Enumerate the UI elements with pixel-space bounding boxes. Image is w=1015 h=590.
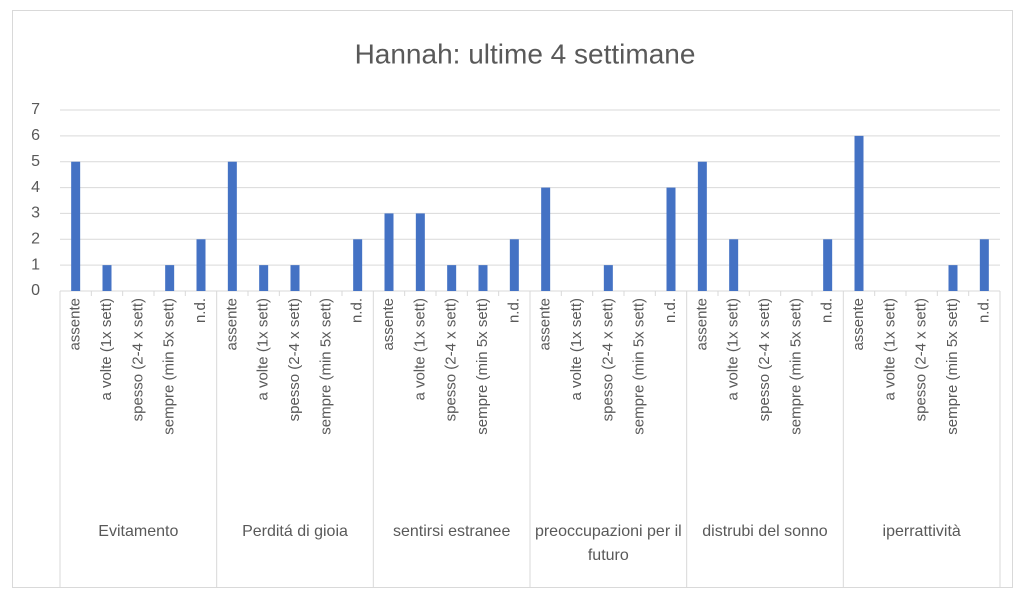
x-tick-label: a volte (1x sett) bbox=[411, 298, 428, 401]
bar bbox=[102, 265, 112, 291]
group-label: iperrattività bbox=[882, 523, 961, 540]
x-tick-label: spesso (2-4 x sett) bbox=[286, 298, 303, 421]
x-tick-label: a volte (1x sett) bbox=[725, 298, 742, 401]
x-tick-label: a volte (1x sett) bbox=[881, 298, 898, 401]
x-tick-label: assente bbox=[850, 298, 867, 351]
bar bbox=[729, 239, 739, 291]
bar bbox=[823, 239, 833, 291]
x-tick-label: assente bbox=[67, 298, 84, 351]
bar bbox=[603, 265, 613, 291]
bar bbox=[948, 265, 958, 291]
bar bbox=[854, 135, 864, 291]
x-tick-label: assente bbox=[380, 298, 397, 351]
x-tick-label: a volte (1x sett) bbox=[568, 298, 585, 401]
x-tick-label: spesso (2-4 x sett) bbox=[129, 298, 146, 421]
x-tick-label: sempre (min 5x sett) bbox=[631, 298, 648, 435]
x-tick-label: spesso (2-4 x sett) bbox=[756, 298, 773, 421]
y-tick-label: 5 bbox=[31, 153, 40, 170]
bar bbox=[697, 161, 707, 291]
x-tick-label: n.d. bbox=[192, 298, 209, 323]
group-label: Perditá di gioia bbox=[242, 523, 348, 540]
x-tick-label: a volte (1x sett) bbox=[98, 298, 115, 401]
y-tick-label: 6 bbox=[31, 127, 40, 144]
bar bbox=[196, 239, 206, 291]
bar bbox=[415, 213, 425, 291]
x-tick-label: n.d. bbox=[662, 298, 679, 323]
x-tick-label: n.d. bbox=[975, 298, 992, 323]
y-tick-label: 4 bbox=[31, 179, 40, 196]
bar bbox=[478, 265, 488, 291]
y-tick-label: 0 bbox=[31, 282, 40, 299]
chart-border bbox=[12, 10, 1013, 588]
x-tick-label: n.d. bbox=[819, 298, 836, 323]
x-tick-label: assente bbox=[693, 298, 710, 351]
bar bbox=[165, 265, 175, 291]
x-tick-label: sempre (min 5x sett) bbox=[317, 298, 334, 435]
y-tick-label: 1 bbox=[31, 256, 40, 273]
y-tick-label: 2 bbox=[31, 231, 40, 248]
bar bbox=[353, 239, 363, 291]
x-tick-label: n.d. bbox=[349, 298, 366, 323]
x-tick-label: spesso (2-4 x sett) bbox=[443, 298, 460, 421]
bar bbox=[541, 187, 551, 291]
group-label: Evitamento bbox=[98, 523, 179, 540]
x-tick-label: n.d. bbox=[505, 298, 522, 323]
bar bbox=[666, 187, 676, 291]
x-tick-label: assente bbox=[223, 298, 240, 351]
group-label: sentirsi estranee bbox=[392, 523, 511, 540]
x-tick-label: spesso (2-4 x sett) bbox=[913, 298, 930, 421]
x-tick-label: sempre (min 5x sett) bbox=[474, 298, 491, 435]
bar bbox=[447, 265, 457, 291]
x-tick-label: spesso (2-4 x sett) bbox=[599, 298, 616, 421]
bar bbox=[384, 213, 394, 291]
group-label: distrubi del sonno bbox=[702, 523, 828, 540]
y-tick-label: 7 bbox=[31, 101, 40, 118]
x-tick-label: sempre (min 5x sett) bbox=[787, 298, 804, 435]
bar bbox=[290, 265, 300, 291]
group-label: preoccupazioni per il futuro bbox=[534, 523, 682, 564]
x-tick-label: sempre (min 5x sett) bbox=[161, 298, 178, 435]
bar bbox=[509, 239, 519, 291]
bar bbox=[979, 239, 989, 291]
x-tick-label: sempre (min 5x sett) bbox=[944, 298, 961, 435]
chart-title: Hannah: ultime 4 settimane bbox=[355, 38, 696, 69]
bar bbox=[227, 161, 237, 291]
bar bbox=[71, 161, 81, 291]
y-tick-label: 3 bbox=[31, 205, 40, 222]
bar bbox=[259, 265, 269, 291]
x-tick-label: a volte (1x sett) bbox=[255, 298, 272, 401]
x-tick-label: assente bbox=[537, 298, 554, 351]
